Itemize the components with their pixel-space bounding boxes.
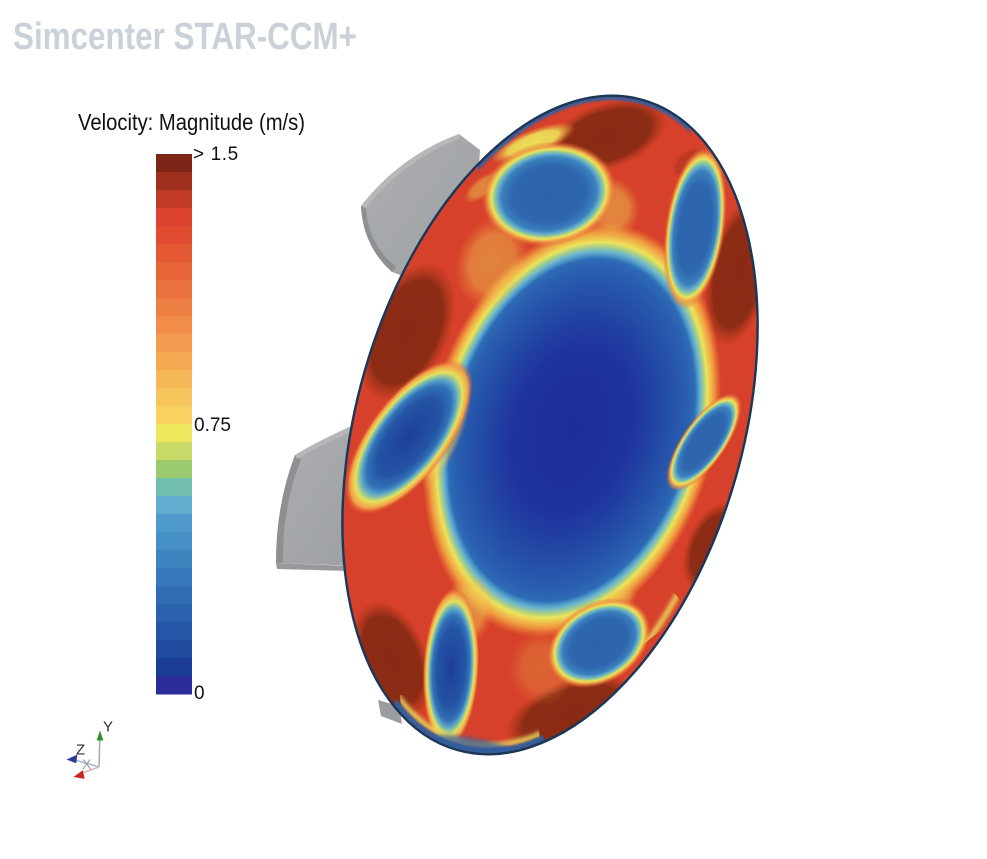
svg-text:Velocity: Magnitude (m/s): Velocity: Magnitude (m/s) [78, 109, 305, 135]
svg-text:Simcenter STAR-CCM+: Simcenter STAR-CCM+ [13, 16, 357, 58]
svg-text:> 1.5: > 1.5 [193, 144, 239, 165]
svg-text:X: X [82, 756, 92, 772]
svg-text:0: 0 [194, 683, 205, 704]
svg-text:Y: Y [103, 719, 113, 736]
svg-text:Z: Z [76, 742, 85, 759]
svg-text:0.75: 0.75 [194, 415, 231, 436]
